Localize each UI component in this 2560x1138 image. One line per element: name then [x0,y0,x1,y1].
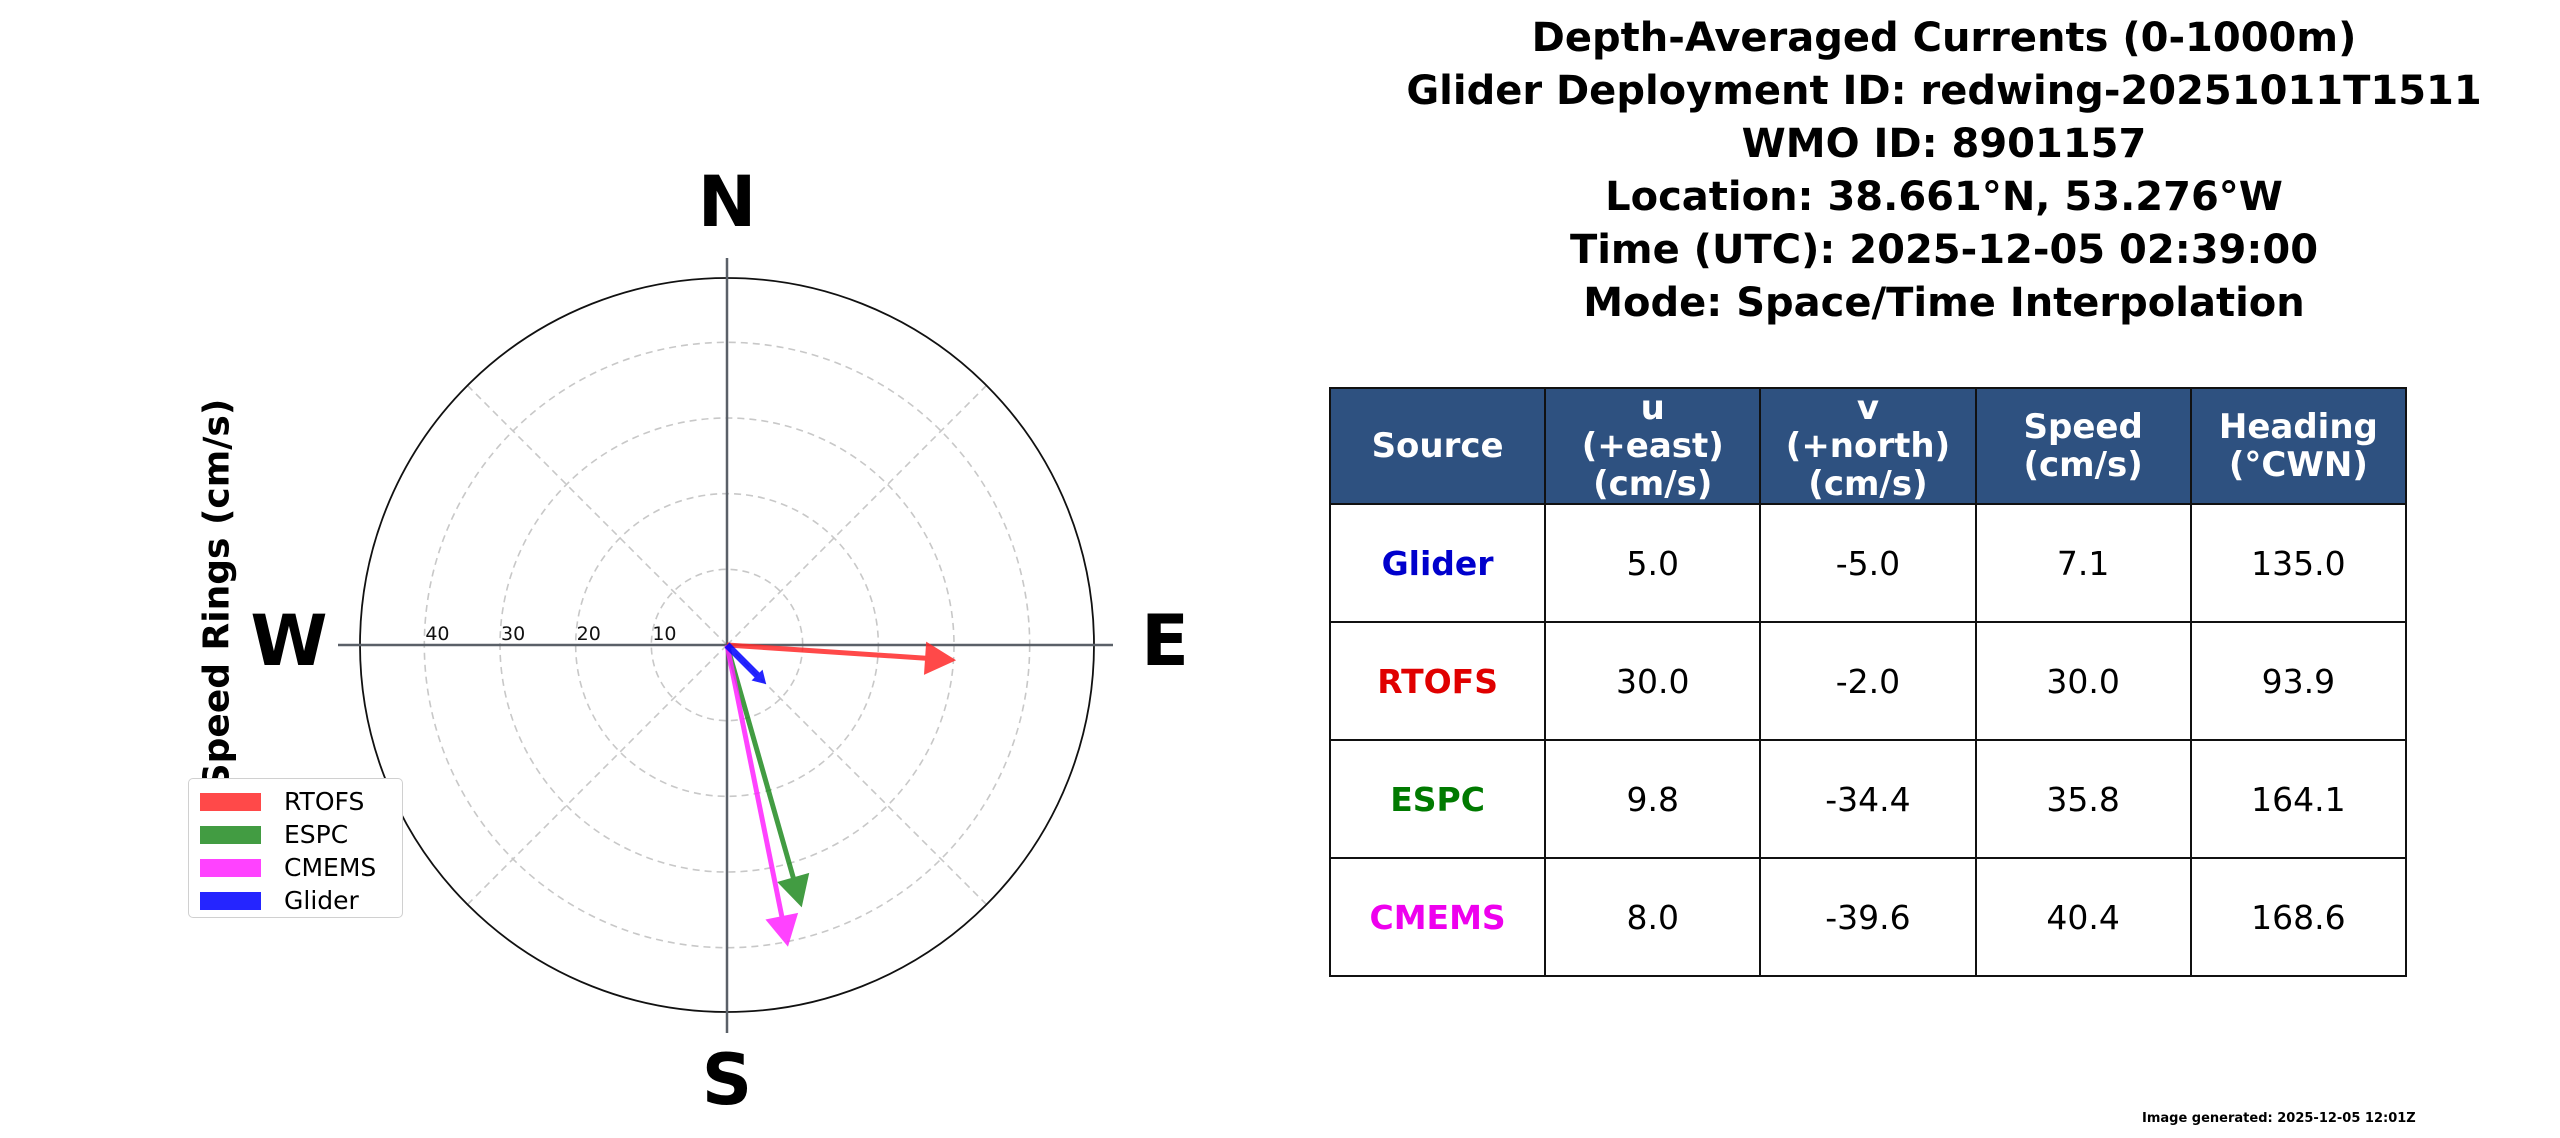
currents-summary-table: Source u (+east) (cm/s) v (+north) (cm/s… [1328,387,2408,977]
legend-label: RTOFS [284,787,365,816]
legend-swatch-glider [200,891,261,910]
cell-heading: 168.6 [2189,857,2408,977]
legend-swatch-rtofs [200,792,261,811]
diagonal-gridline [466,644,728,906]
legend-item-rtofs: RTOFS [189,785,402,818]
legend-label: CMEMS [284,853,377,882]
cell-v: -5.0 [1759,503,1977,623]
cell-u: 9.8 [1544,739,1762,859]
table-row: ESPC 9.8 -34.4 35.8 164.1 [1328,739,2408,859]
legend-swatch-espc [200,825,261,844]
table-row: CMEMS 8.0 -39.6 40.4 168.6 [1328,857,2408,977]
header-u: u (+east) (cm/s) [1544,387,1762,505]
cell-speed: 35.8 [1974,739,2192,859]
header-v: v (+north) (cm/s) [1759,387,1977,505]
cell-source: ESPC [1328,739,1547,859]
header-heading: Heading (°CWN) [2189,387,2408,505]
compass-rose-chart: 10 20 30 40 N S E W [250,161,1189,1121]
header-speed: Speed (cm/s) [1974,387,2192,505]
vector-espc [724,644,810,908]
header-source: Source [1328,387,1547,505]
title-main: Depth-Averaged Currents (0-1000m) [1531,15,2357,61]
title-location: Location: 38.661°N, 53.276°W [1605,174,2283,220]
ring-label: 40 [425,623,449,645]
cell-speed: 7.1 [1974,503,2192,623]
cell-heading: 135.0 [2189,503,2408,623]
diagonal-gridline [726,644,988,906]
cell-speed: 30.0 [1974,621,2192,741]
image-generated-timestamp: Image generated: 2025-12-05 12:01Z [2142,1111,2416,1126]
cell-v: -2.0 [1759,621,1977,741]
vector-cmems [724,644,799,947]
current-vectors [724,641,957,947]
cell-v: -39.6 [1759,857,1977,977]
figure-title: Depth-Averaged Currents (0-1000m) Glider… [1344,12,2544,330]
cell-heading: 164.1 [2189,739,2408,859]
compass-label-east: E [1141,600,1189,682]
vector-glider [724,642,767,685]
title-wmo-id: WMO ID: 8901157 [1741,121,2147,167]
ring-labels: 10 20 30 40 [425,623,676,645]
legend-item-espc: ESPC [189,818,402,851]
table-row: RTOFS 30.0 -2.0 30.0 93.9 [1328,621,2408,741]
diagonal-gridline [466,384,728,646]
ring-label: 20 [577,623,601,645]
cell-u: 5.0 [1544,503,1762,623]
table-row: Glider 5.0 -5.0 7.1 135.0 [1328,503,2408,623]
legend-label: ESPC [284,820,349,849]
compass-label-north: N [698,161,757,243]
y-axis-label: Speed Rings (cm/s) [196,398,238,790]
vector-rtofs [726,641,957,675]
compass-label-west: W [250,600,327,682]
legend-item-cmems: CMEMS [189,851,402,884]
cell-source: Glider [1328,503,1547,623]
cell-source: RTOFS [1328,621,1547,741]
cell-u: 30.0 [1544,621,1762,741]
compass-label-south: S [702,1039,752,1121]
cell-heading: 93.9 [2189,621,2408,741]
title-mode: Mode: Space/Time Interpolation [1583,280,2305,326]
legend-item-glider: Glider [189,884,402,917]
chart-legend: RTOFS ESPC CMEMS Glider [188,778,403,918]
title-time: Time (UTC): 2025-12-05 02:39:00 [1569,227,2319,273]
cell-u: 8.0 [1544,857,1762,977]
ring-label: 10 [652,623,676,645]
title-deployment-id: Glider Deployment ID: redwing-20251011T1… [1406,68,2482,114]
ring-label: 30 [501,623,525,645]
cell-v: -34.4 [1759,739,1977,859]
cell-source: CMEMS [1328,857,1547,977]
legend-label: Glider [284,886,359,915]
legend-swatch-cmems [200,858,261,877]
diagonal-gridline [726,384,988,646]
cell-speed: 40.4 [1974,857,2192,977]
table-header-row: Source u (+east) (cm/s) v (+north) (cm/s… [1328,387,2408,505]
